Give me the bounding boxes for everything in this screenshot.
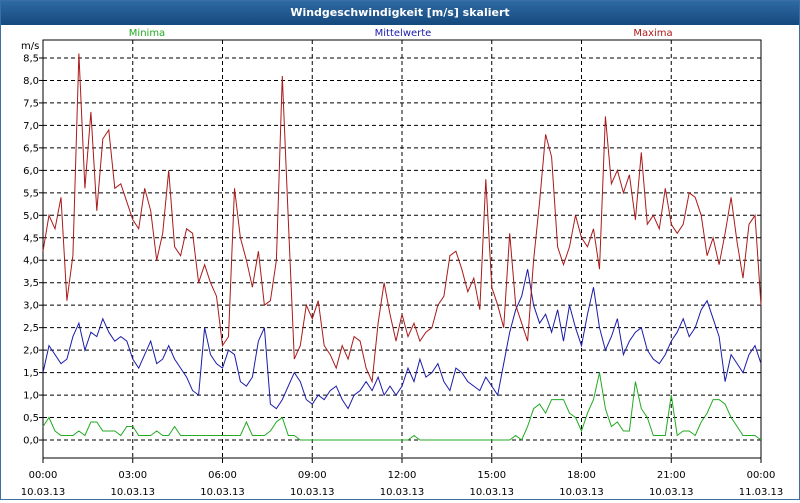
y-tick-label: 1,5 xyxy=(23,368,39,379)
x-tick-date-label: 10.03.13 xyxy=(110,487,155,498)
x-tick-time-label: 21:00 xyxy=(657,470,686,481)
x-tick-date-label: 10.03.13 xyxy=(21,487,66,498)
plot-border xyxy=(42,39,762,459)
y-tick-label: 6,5 xyxy=(23,143,39,154)
y-tick-label: 8,0 xyxy=(23,76,39,87)
legend-mittelwerte: Mittelwerte xyxy=(375,28,432,39)
series-line-minima xyxy=(42,372,762,441)
x-tick-time-label: 00:00 xyxy=(29,470,58,481)
x-tick-date-label: 10.03.13 xyxy=(380,487,425,498)
x-tick-time-label: 15:00 xyxy=(477,470,506,481)
x-tick-date-label: 10.03.13 xyxy=(649,487,694,498)
series-line-maxima xyxy=(42,53,762,384)
y-tick-label: 2,0 xyxy=(23,346,39,357)
y-tick-label: 7,5 xyxy=(23,98,39,109)
y-tick-label: 1,0 xyxy=(23,391,39,402)
y-tick-label: 4,0 xyxy=(23,256,39,267)
series-lines xyxy=(42,53,762,441)
x-tick-time-label: 00:00 xyxy=(747,470,776,481)
x-tick-date-label: 10.03.13 xyxy=(469,487,514,498)
legend-minima: Minima xyxy=(129,28,165,39)
x-axis-ticks: 00:00 10.03.13 03:00 10.03.13 06:00 10.03.13 0… xyxy=(21,458,784,498)
x-tick-date-label: 10.03.13 xyxy=(559,487,604,498)
y-tick-label: 3,5 xyxy=(23,278,39,289)
y-tick-label: 3,0 xyxy=(23,301,39,312)
x-tick-time-label: 03:00 xyxy=(118,470,147,481)
x-tick-time-label: 12:00 xyxy=(388,470,417,481)
x-tick-time-label: 18:00 xyxy=(567,470,596,481)
legend-maxima: Maxima xyxy=(633,28,672,39)
wind-speed-chart: 0,0 0,5 1,0 1,5 2,0 2,5 3,0 3,5 4,0 4,5 5,0 5,5 6,0 6… xyxy=(21,28,784,498)
window-title: Windgeschwindigkeit [m/s] skaliert xyxy=(1,1,799,25)
y-axis-ticks: 0,0 0,5 1,0 1,5 2,0 2,5 3,0 3,5 4,0 4,5 5,0 5,5 6,0 6… xyxy=(23,53,43,447)
x-tick-date-label: 10.03.13 xyxy=(200,487,245,498)
y-tick-label: 2,5 xyxy=(23,323,39,334)
y-tick-label: 0,0 xyxy=(23,436,39,447)
y-tick-label: 4,5 xyxy=(23,233,39,244)
y-tick-label: 7,0 xyxy=(23,121,39,132)
y-tick-label: 0,5 xyxy=(23,413,39,424)
x-tick-time-label: 06:00 xyxy=(208,470,237,481)
x-tick-time-label: 09:00 xyxy=(298,470,327,481)
y-tick-label: 6,0 xyxy=(23,166,39,177)
series-line-mittelwerte xyxy=(42,269,762,410)
x-tick-date-label: 11.03.13 xyxy=(739,487,784,498)
x-tick-date-label: 10.03.13 xyxy=(290,487,335,498)
y-axis-unit-label: m/s xyxy=(21,41,39,52)
y-tick-label: 5,0 xyxy=(23,211,39,222)
y-tick-label: 8,5 xyxy=(23,53,39,64)
y-tick-label: 5,5 xyxy=(23,188,39,199)
